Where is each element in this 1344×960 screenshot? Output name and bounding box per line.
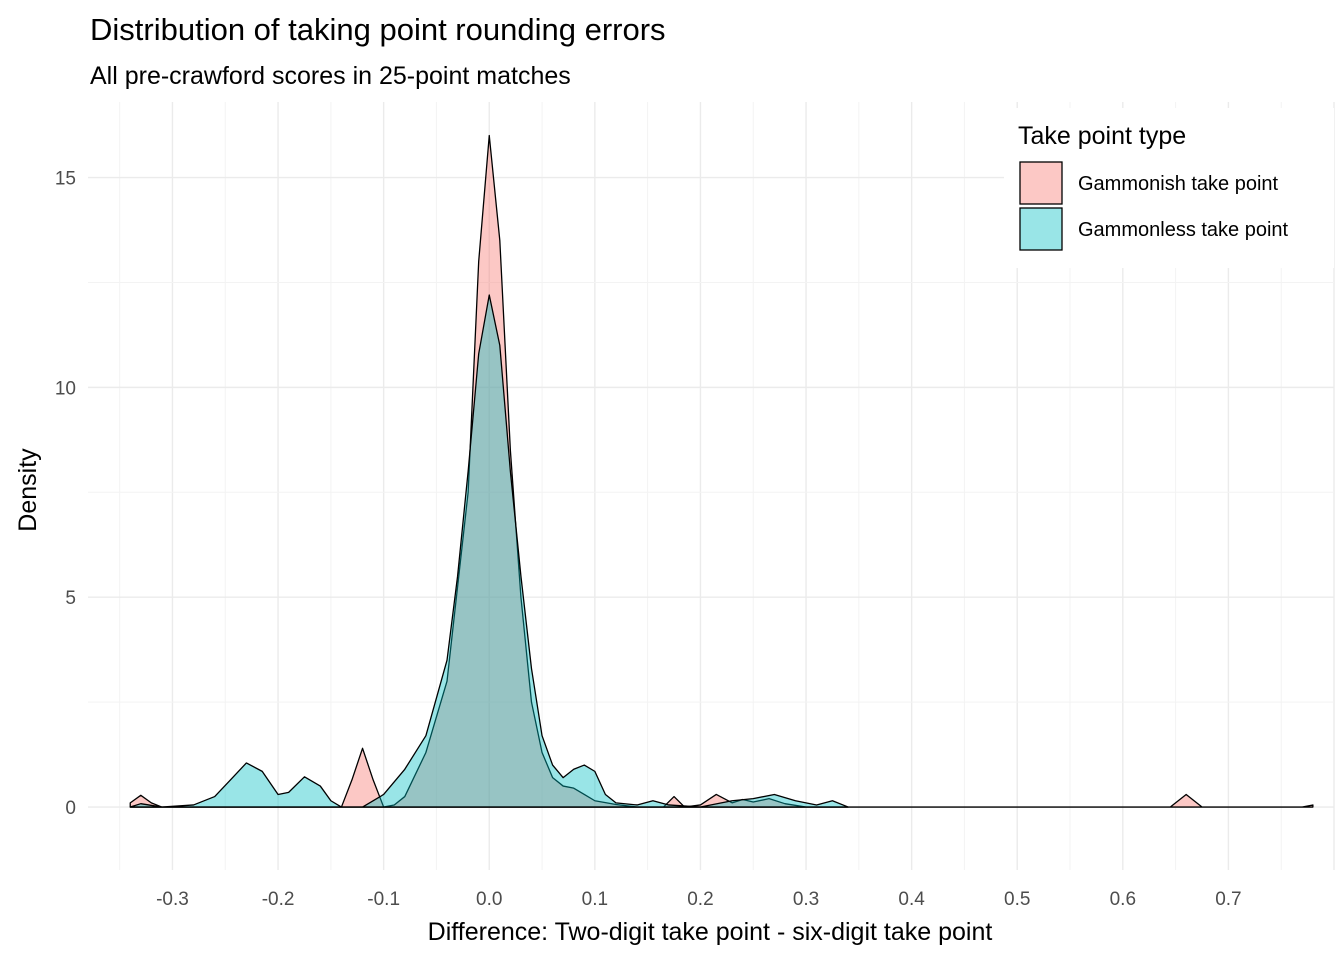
x-axis-ticks: -0.3 -0.2 -0.1 0.0 0.1 0.2 0.3 0.4 0.5 0.6 0.7 bbox=[156, 889, 1242, 910]
legend-items: Gammonish take point Gammonless take poin… bbox=[1019, 161, 1289, 251]
legend-key-background bbox=[1020, 162, 1062, 204]
y-axis-title: Density bbox=[14, 448, 42, 532]
legend-swatch-2 bbox=[1019, 207, 1063, 251]
x-tick-label: 0.6 bbox=[1110, 889, 1136, 910]
chart-subtitle: All pre-crawford scores in 25-point matc… bbox=[90, 62, 571, 90]
legend-swatch-1 bbox=[1019, 161, 1063, 205]
x-tick-label: 0.1 bbox=[582, 889, 608, 910]
y-tick-label: 10 bbox=[55, 378, 76, 399]
x-tick-label: -0.2 bbox=[262, 889, 295, 910]
y-axis-ticks: 0 5 10 15 bbox=[55, 169, 76, 820]
legend-label-1: Gammonish take point bbox=[1078, 173, 1279, 195]
x-tick-label: 0.2 bbox=[687, 889, 713, 910]
legend-key-background bbox=[1020, 208, 1062, 250]
density-area-2 bbox=[129, 294, 849, 808]
legend: Take point type Gammonish take pointGamm… bbox=[1004, 108, 1334, 268]
y-tick-label: 5 bbox=[65, 588, 76, 609]
legend-title: Take point type bbox=[1018, 122, 1186, 150]
chart-title: Distribution of taking point rounding er… bbox=[90, 12, 666, 47]
x-axis-title: Difference: Two-digit take point - six-d… bbox=[428, 918, 993, 946]
density-areas bbox=[129, 134, 1314, 808]
x-tick-label: 0.0 bbox=[476, 889, 502, 910]
density-area-1 bbox=[129, 134, 1314, 808]
x-tick-label: 0.5 bbox=[1004, 889, 1030, 910]
y-tick-label: 15 bbox=[55, 169, 76, 190]
x-tick-label: -0.1 bbox=[367, 889, 400, 910]
x-tick-label: 0.7 bbox=[1215, 889, 1241, 910]
legend-label-2: Gammonless take point bbox=[1078, 219, 1289, 241]
x-tick-label: 0.3 bbox=[793, 889, 819, 910]
y-tick-label: 0 bbox=[65, 798, 76, 819]
x-tick-label: -0.3 bbox=[156, 889, 189, 910]
x-tick-label: 0.4 bbox=[898, 889, 925, 910]
